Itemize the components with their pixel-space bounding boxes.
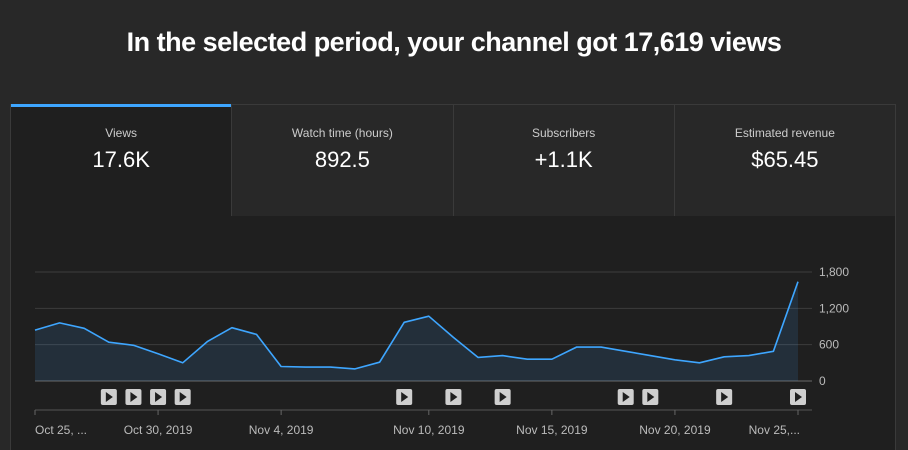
tab-views[interactable]: Views 17.6K	[11, 104, 232, 216]
x-tick-label: Oct 30, 2019	[124, 423, 193, 437]
tab-label: Watch time (hours)	[291, 126, 393, 140]
tab-label: Views	[105, 126, 138, 140]
tab-value: 17.6K	[92, 147, 150, 172]
x-tick-label: Nov 25,...	[749, 423, 800, 437]
x-tick-label: Nov 4, 2019	[249, 423, 314, 437]
x-tick-label: Oct 25, ...	[35, 423, 87, 437]
play-icon	[450, 392, 458, 402]
metric-tabs: Views 17.6K Watch time (hours) 892.5 Sub…	[11, 104, 895, 216]
tab-watch-time[interactable]: Watch time (hours) 892.5	[231, 105, 453, 216]
tab-label: Estimated revenue	[734, 126, 835, 140]
play-icon	[105, 392, 113, 402]
y-tick-label: 600	[819, 338, 839, 352]
page-headline: In the selected period, your channel got…	[126, 27, 782, 57]
play-icon	[155, 392, 163, 402]
play-icon	[179, 392, 187, 402]
tab-subscribers[interactable]: Subscribers +1.1K	[452, 105, 674, 216]
views-series-line	[34, 281, 799, 370]
views-area	[35, 281, 798, 381]
tab-value: +1.1K	[534, 147, 593, 172]
play-icon	[130, 392, 138, 402]
y-tick-label: 1,800	[819, 265, 849, 279]
play-icon	[622, 392, 630, 402]
x-tick-label: Nov 10, 2019	[393, 423, 465, 437]
play-icon	[499, 392, 507, 402]
tab-value: 892.5	[314, 147, 370, 172]
x-tick-label: Nov 15, 2019	[516, 423, 588, 437]
play-icon	[401, 392, 409, 402]
y-tick-label: 0	[819, 374, 826, 388]
play-icon	[795, 392, 802, 402]
tab-estimated-revenue[interactable]: Estimated revenue $65.45	[673, 105, 895, 216]
tab-value: $65.45	[751, 147, 819, 172]
tab-label: Subscribers	[531, 126, 596, 140]
play-icon	[721, 392, 729, 402]
play-icon	[647, 392, 655, 402]
x-tick-label: Nov 20, 2019	[639, 423, 711, 437]
y-tick-label: 1,200	[819, 301, 849, 315]
